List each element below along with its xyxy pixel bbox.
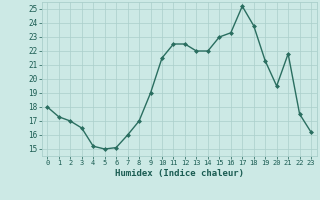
X-axis label: Humidex (Indice chaleur): Humidex (Indice chaleur) bbox=[115, 169, 244, 178]
